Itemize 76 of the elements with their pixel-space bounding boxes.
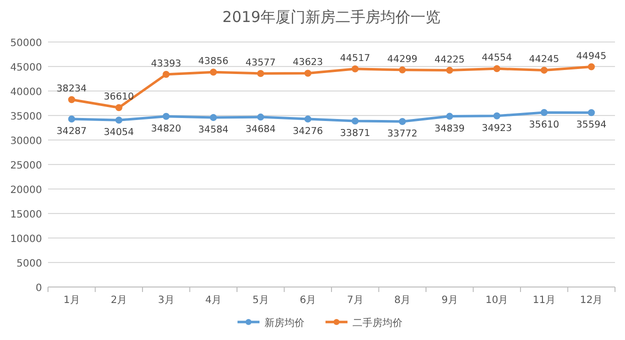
x-tick-label: 7月 — [346, 295, 364, 306]
y-tick-label: 25000 — [10, 160, 42, 172]
data-label: 34839 — [434, 123, 465, 134]
point — [210, 68, 217, 76]
y-tick-label: 10000 — [10, 234, 42, 245]
x-tick-label: 10月 — [486, 295, 508, 306]
data-label: 34276 — [292, 126, 323, 138]
新房均价: 34287 34054 34820 34584 34684 34276 33871 33772 34839 34923 35610 35594 — [56, 109, 606, 140]
data-label: 34287 — [56, 126, 87, 137]
x-tick-label: 9月 — [441, 295, 458, 306]
data-label: 43623 — [292, 57, 323, 68]
point — [162, 70, 170, 78]
data-label: 35594 — [576, 120, 606, 131]
point — [588, 63, 595, 70]
point — [398, 66, 406, 74]
data-label: 43856 — [198, 56, 228, 68]
data-label: 38234 — [56, 84, 87, 95]
x-tick-label: 8月 — [394, 295, 411, 306]
point — [68, 96, 76, 104]
data-label: 34684 — [246, 124, 276, 136]
point — [210, 114, 217, 122]
point — [352, 118, 359, 125]
point — [115, 116, 122, 124]
data-label: 34584 — [198, 124, 228, 136]
point — [540, 109, 548, 116]
x-tick-label: 12月 — [580, 295, 603, 306]
y-tick-label: 15000 — [10, 210, 42, 220]
y-tick-label: 35000 — [10, 112, 42, 122]
y-tick-label: 20000 — [10, 185, 42, 196]
data-label: 34820 — [151, 123, 182, 134]
data-label: 34923 — [482, 122, 512, 134]
point — [398, 118, 406, 126]
data-label: 33772 — [387, 128, 418, 140]
legend-label: 新房均价 — [264, 317, 304, 329]
data-label: 44945 — [576, 50, 606, 62]
point — [352, 65, 359, 72]
x-tick-label: 3月 — [158, 295, 174, 306]
data-label: 44554 — [482, 52, 512, 64]
point — [115, 104, 122, 112]
point — [588, 109, 595, 116]
二手房均价: 38234 36610 43393 43856 43577 43623 44517 44299 44225 44554 44245 44945 — [56, 50, 606, 112]
data-label: 35610 — [529, 120, 560, 131]
y-tick-label: 50000 — [10, 38, 42, 49]
point — [540, 66, 548, 74]
data-label: 33871 — [340, 128, 370, 140]
point — [162, 112, 170, 120]
x-tick-label: 5月 — [252, 295, 269, 306]
legend-label: 二手房均价 — [352, 317, 402, 329]
y-tick-label: 40000 — [10, 87, 42, 98]
y-tick-label: 45000 — [10, 62, 42, 74]
point — [257, 70, 264, 77]
point — [446, 66, 454, 74]
y-tick-label: 5000 — [16, 258, 42, 270]
y-tick-label: 0 — [36, 283, 42, 294]
data-label: 34054 — [104, 127, 134, 138]
x-tick-label: 11月 — [532, 295, 556, 306]
point — [257, 114, 264, 121]
data-label: 44245 — [529, 54, 560, 66]
point — [68, 115, 76, 122]
point — [446, 112, 454, 120]
data-label: 43577 — [246, 57, 276, 68]
y-tick-label: 30000 — [10, 136, 42, 147]
x-tick-label: 1月 — [63, 295, 80, 306]
x-tick-label: 4月 — [205, 295, 222, 306]
x-tick-label: 2月 — [110, 295, 128, 306]
point — [304, 116, 312, 123]
data-label: 44299 — [387, 54, 418, 65]
data-label: 44517 — [340, 52, 370, 64]
x-tick-label: 6月 — [300, 295, 316, 306]
data-label: 44225 — [434, 54, 465, 66]
data-label: 43393 — [151, 58, 182, 70]
chart-title: 2019年厦门新房二手房均价一览 — [222, 8, 441, 26]
point — [493, 65, 500, 72]
data-label: 36610 — [104, 92, 134, 103]
point — [304, 70, 312, 77]
point — [493, 112, 500, 120]
